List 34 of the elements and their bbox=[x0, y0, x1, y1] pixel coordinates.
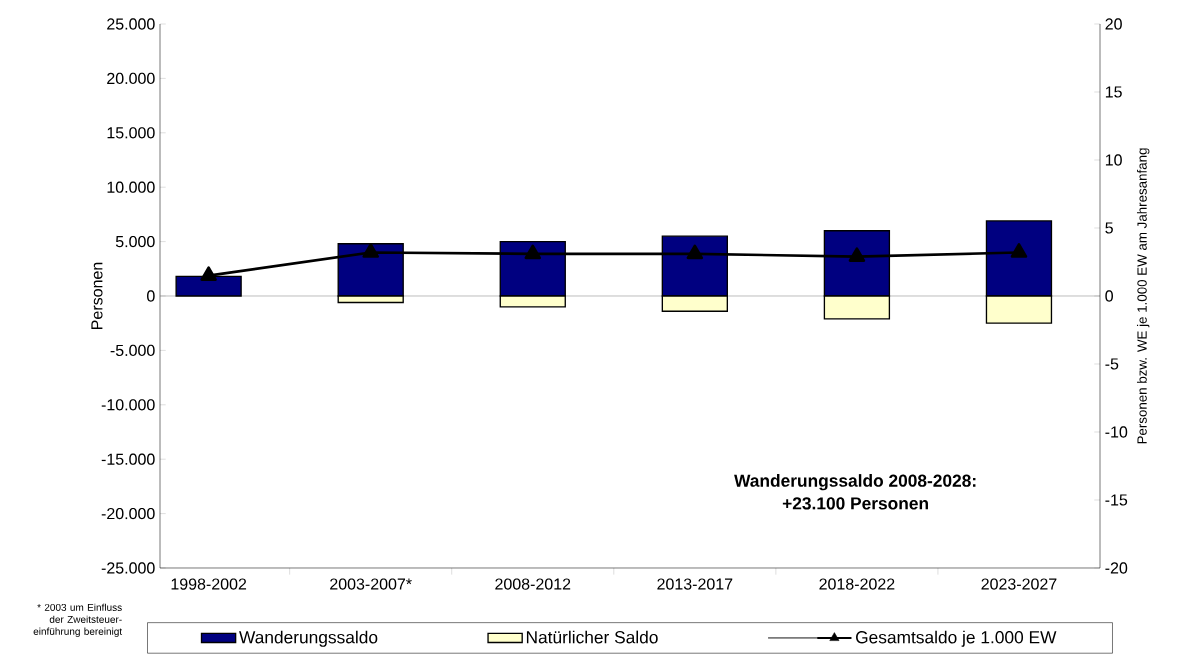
y-tick-label: -5.000 bbox=[110, 344, 155, 357]
x-tick-label: 2008-2012 bbox=[495, 578, 571, 590]
y2-tick-label: -10 bbox=[1105, 426, 1128, 438]
x-tick-label: 2018-2022 bbox=[819, 578, 895, 590]
y-tick-label: -10.000 bbox=[101, 399, 155, 411]
annotation: +23.100 Personen bbox=[782, 497, 928, 510]
y2-tick-label: 10 bbox=[1105, 154, 1122, 166]
x-tick-label: 2003-2007* bbox=[330, 578, 412, 590]
legend-label: Natürlicher Saldo bbox=[526, 630, 658, 644]
text: * 2003 um Einfluss der Zweitsteuer-einführung bereinigt bbox=[33, 603, 123, 637]
y-tick-label: -15.000 bbox=[101, 453, 155, 465]
y-tick-label: 15.000 bbox=[107, 127, 155, 139]
y2-tick-label: 15 bbox=[1105, 86, 1122, 98]
y2-tick-label: 5 bbox=[1105, 222, 1113, 234]
y-tick-label: 25.000 bbox=[107, 18, 155, 30]
y-tick-label: 20.000 bbox=[107, 72, 155, 85]
y2-tick-label: 20 bbox=[1105, 18, 1122, 30]
y-tick-label: 10.000 bbox=[107, 181, 155, 193]
y2-axis-title: Personen bzw. WE je 1.000 EW am Jahresanfang bbox=[1136, 148, 1150, 444]
annotation: Wanderungssaldo 2008-2028: bbox=[734, 474, 976, 491]
y-tick-label: -25.000 bbox=[101, 562, 155, 574]
x-tick-label: 1998-2002 bbox=[171, 578, 247, 590]
y2-tick-label: 0 bbox=[1105, 290, 1113, 302]
y-tick-label: -20.000 bbox=[101, 507, 155, 520]
x-tick-label: 2023-2027 bbox=[981, 578, 1057, 590]
y-tick-label: 0 bbox=[147, 290, 155, 302]
y2-tick-label: -20 bbox=[1105, 562, 1128, 574]
legend-label: Gesamtsaldo je 1.000 EW bbox=[856, 630, 1057, 647]
legend-label: Wanderungssaldo bbox=[239, 630, 378, 647]
y2-tick-label: -15 bbox=[1105, 494, 1128, 506]
y-axis-title: Personen bbox=[91, 262, 103, 329]
x-tick-label: 2013-2017 bbox=[657, 578, 733, 590]
y-tick-label: 5.000 bbox=[115, 235, 155, 248]
y2-tick-label: -5 bbox=[1105, 358, 1119, 370]
